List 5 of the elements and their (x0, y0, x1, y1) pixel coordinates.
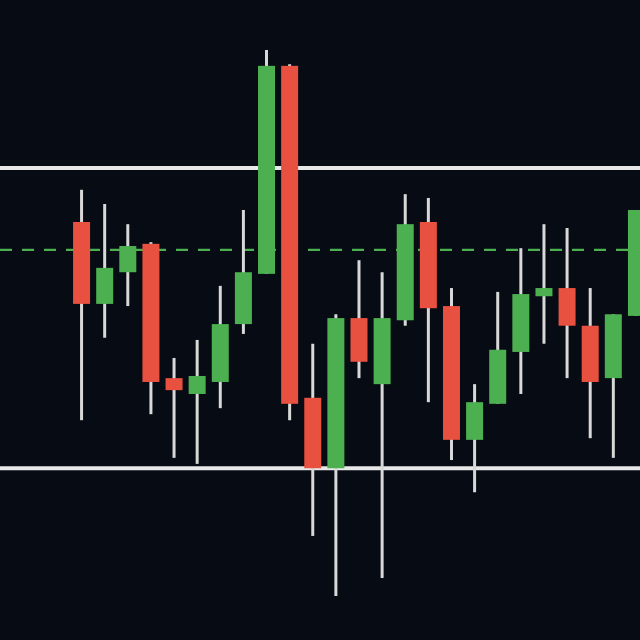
candlestick (350, 258, 368, 380)
candlestick (188, 338, 206, 466)
candlestick (466, 382, 484, 494)
candlestick (558, 226, 576, 380)
candlestick (165, 356, 183, 460)
